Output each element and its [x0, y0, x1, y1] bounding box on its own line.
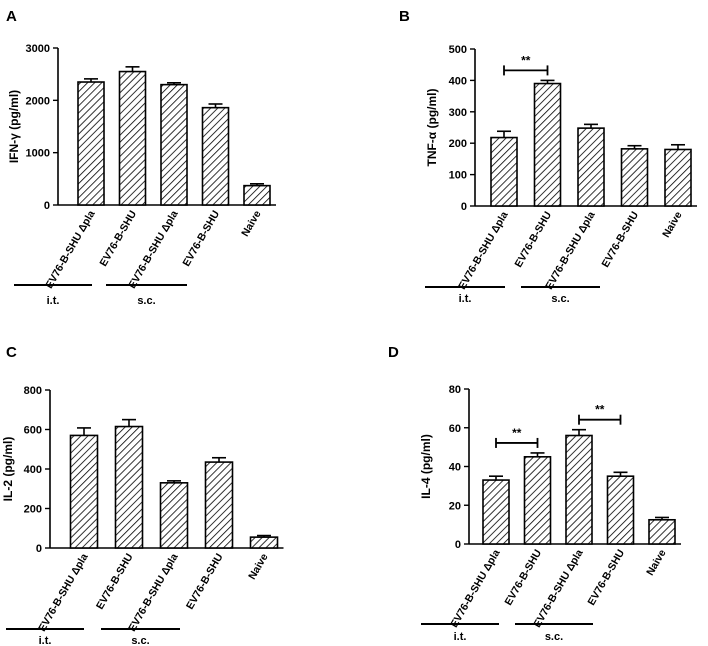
- y-tick-label: 100: [449, 170, 467, 182]
- y-tick-label: 800: [24, 385, 42, 397]
- y-tick-label: 60: [449, 423, 461, 435]
- y-tick-label: 40: [449, 462, 461, 474]
- bar: [118, 70, 147, 206]
- bar: [490, 136, 518, 207]
- y-tick-label: 500: [449, 44, 467, 56]
- y-tick-label: 0: [36, 543, 42, 555]
- y-tick-label: 400: [449, 75, 467, 87]
- category-label: EV76-B-SHU: [599, 210, 641, 270]
- y-tick-label: 20: [449, 500, 461, 512]
- bar: [201, 106, 230, 206]
- panel-letter: D: [388, 344, 399, 361]
- bar: [249, 536, 279, 549]
- category-label: EV76-B-SHU: [180, 209, 222, 269]
- panel-letter: C: [6, 344, 17, 361]
- group-label: s.c.: [545, 631, 563, 643]
- y-tick-label: 300: [449, 107, 467, 119]
- group-label: s.c.: [131, 635, 149, 646]
- bar: [160, 83, 188, 206]
- y-tick-label: 1000: [26, 148, 50, 160]
- category-label: EV76-B-SHU: [512, 210, 554, 270]
- category-label: EV76-B-SHU: [502, 548, 544, 608]
- y-tick-label: 600: [24, 425, 42, 437]
- group-label: i.t.: [454, 631, 467, 643]
- category-label: EV76-B-SHU Δpla: [543, 209, 598, 291]
- bar: [664, 148, 692, 207]
- y-tick-label: 200: [24, 504, 42, 516]
- category-label: EV76-B-SHU: [97, 209, 139, 269]
- category-label: Naive: [660, 209, 684, 239]
- bar: [482, 479, 510, 545]
- category-label: Naive: [246, 551, 270, 581]
- panel-a: A 0 1000 2000 3000 IFN-γ (pg/ml) EV76-B-SHU Δp…: [6, 8, 276, 307]
- panel-c: C 0 200 400 600 800 IL-2 (pg/ml) EV76-B-SHU Δpl…: [1, 344, 284, 646]
- y-axis-title: TNF-α (pg/ml): [425, 88, 439, 166]
- bar: [565, 434, 593, 545]
- group-label: i.t.: [39, 635, 52, 646]
- y-tick-label: 0: [44, 200, 50, 212]
- bar: [648, 518, 676, 545]
- category-label: EV76-B-SHU Δpla: [43, 208, 98, 290]
- bar: [204, 461, 234, 549]
- bar: [159, 482, 189, 549]
- category-label: EV76-B-SHU: [585, 548, 627, 608]
- y-tick-label: 0: [455, 539, 461, 551]
- bar: [523, 456, 552, 545]
- bar: [69, 434, 99, 549]
- category-label: EV76-B-SHU: [184, 552, 226, 612]
- bar: [620, 148, 649, 207]
- category-label: EV76-B-SHU: [94, 552, 136, 612]
- bar: [606, 475, 635, 545]
- group-label: s.c.: [551, 293, 569, 305]
- group-label: i.t.: [459, 293, 472, 305]
- category-label: Naive: [644, 547, 668, 577]
- category-label: EV76-B-SHU Δpla: [126, 551, 181, 633]
- bar: [114, 425, 144, 549]
- category-label: EV76-B-SHU Δpla: [448, 547, 503, 629]
- y-tick-label: 200: [449, 138, 467, 150]
- y-axis-title: IL-2 (pg/ml): [1, 437, 15, 502]
- panel-b: B 0 100 200 300 400 500 TNF-α (pg/ml) EV76-B-SHU…: [399, 8, 697, 305]
- category-label: EV76-B-SHU Δpla: [456, 209, 511, 291]
- category-label: EV76-B-SHU Δpla: [36, 551, 91, 633]
- category-label: Naive: [239, 208, 263, 238]
- group-label: s.c.: [137, 295, 155, 307]
- significance-label: **: [595, 403, 605, 417]
- significance-label: **: [512, 426, 522, 440]
- bar: [533, 82, 562, 207]
- y-tick-label: 0: [461, 201, 467, 213]
- y-axis-title: IFN-γ (pg/ml): [7, 90, 21, 163]
- y-tick-label: 2000: [26, 95, 50, 107]
- significance-label: **: [521, 53, 531, 67]
- y-tick-label: 400: [24, 464, 42, 476]
- bar: [77, 81, 105, 206]
- group-label: i.t.: [47, 295, 60, 307]
- bar: [243, 184, 271, 206]
- y-tick-label: 80: [449, 384, 461, 396]
- panel-letter: A: [6, 8, 17, 25]
- bar: [577, 127, 605, 207]
- panel-letter: B: [399, 8, 410, 25]
- y-tick-label: 3000: [26, 43, 50, 55]
- y-axis-title: IL-4 (pg/ml): [419, 434, 433, 499]
